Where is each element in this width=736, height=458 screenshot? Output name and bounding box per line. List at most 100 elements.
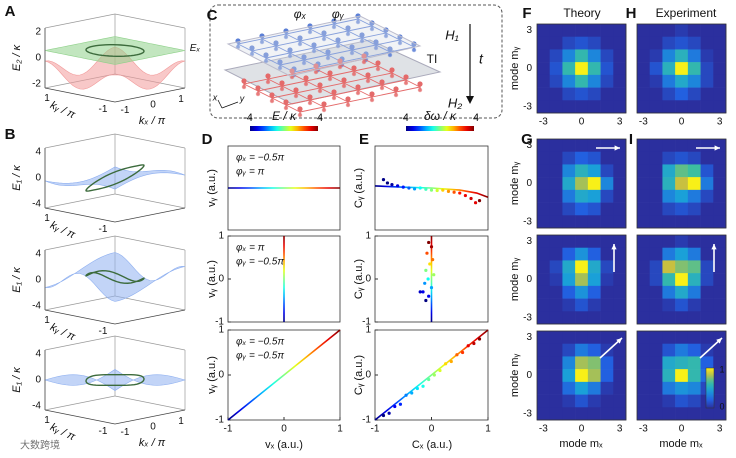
lattice-node (345, 25, 351, 31)
heatmap-cell (675, 87, 689, 101)
heatmap-cell (637, 298, 651, 312)
colorbar-label: E / κ (272, 109, 297, 123)
heatmap-cell (700, 36, 714, 50)
y-axis-label: vᵧ (a.u.) (206, 356, 218, 394)
data-point (455, 353, 459, 357)
heatmap-cell (587, 202, 601, 216)
lattice-node (307, 94, 313, 100)
data-point (473, 201, 478, 205)
y-tick-label: -1 (215, 317, 224, 328)
kx-tick-label: -1 (121, 427, 130, 438)
heatmap-cell (649, 100, 663, 114)
heatmap-cell (649, 311, 663, 325)
box-edge (114, 193, 186, 209)
heatmap-cell (613, 273, 627, 287)
panel-letter: H (626, 5, 637, 22)
heatmap-cell (637, 202, 651, 216)
heatmap-cell (637, 235, 651, 249)
heatmap-cell (537, 381, 551, 395)
heatmap-cell (613, 394, 627, 408)
x-tick-label: -3 (639, 424, 648, 435)
box-edge (44, 13, 116, 29)
heatmap-cell (675, 177, 689, 191)
box-edge (114, 207, 186, 223)
colorbar (250, 126, 318, 131)
y-tick-label: 0 (526, 63, 532, 74)
heatmap-cell (687, 151, 701, 165)
lattice-node (387, 46, 393, 52)
data-point (418, 186, 422, 190)
data-point (424, 268, 428, 272)
z-axis-label: E₂ / κ (11, 44, 23, 71)
lattice-node (265, 79, 271, 85)
lattice-node (279, 80, 285, 86)
x-tick-label: 0 (281, 424, 287, 435)
heatmap-cell (587, 343, 601, 357)
y-tick-label: 0 (526, 178, 532, 189)
data-point (477, 199, 482, 203)
ky-tick-label: 1 (44, 315, 50, 326)
heatmap-cell (662, 260, 676, 274)
y-axis-label: Cᵧ (a.u.) (353, 355, 365, 395)
heatmap-cell (613, 381, 627, 395)
heatmap-cell (713, 273, 727, 287)
y-tick-label: 3 (526, 25, 532, 36)
x-tick-label: 3 (717, 117, 723, 128)
heatmap-cell (675, 260, 689, 274)
lattice-node (293, 93, 299, 99)
ky-tick-label: -1 (99, 326, 108, 337)
heatmap-cell (649, 139, 663, 153)
heatmap-cell (713, 394, 727, 408)
heatmap-cell (587, 273, 601, 287)
heatmap-cell (549, 331, 563, 345)
heatmap-cell (537, 311, 551, 325)
lattice-bond (251, 25, 373, 52)
contour-curve (85, 44, 145, 57)
heatmap-cell (613, 215, 627, 229)
heatmap-cell (613, 24, 627, 38)
z-axis-label: E₁ / κ (11, 367, 23, 393)
heatmap-cell (713, 298, 727, 312)
heatmap-cell (587, 260, 601, 274)
heatmap-cell (662, 24, 676, 38)
heatmap-cell (600, 36, 614, 50)
heatmap-cell (700, 87, 714, 101)
heatmap-cell (713, 247, 727, 261)
heatmap-cell (687, 177, 701, 191)
heatmap-cell (562, 343, 576, 357)
lattice-node (265, 73, 271, 79)
shift-arrow-head (716, 338, 722, 344)
lattice-bond (265, 32, 387, 59)
surface (44, 36, 186, 65)
lattice-bond (285, 79, 407, 106)
heatmap-cell (713, 151, 727, 165)
heatmap-cell (600, 235, 614, 249)
x-tick-label: 0 (429, 424, 435, 435)
heatmap-cell (549, 36, 563, 50)
heatmap-cell (613, 202, 627, 216)
z-tick-label: 0 (35, 173, 41, 184)
data-point (381, 413, 386, 418)
lattice-node (311, 42, 317, 48)
lattice-bond (271, 72, 393, 99)
data-point (472, 341, 476, 346)
lattice-node (375, 60, 381, 66)
heatmap-cell (662, 139, 676, 153)
x-tick-label: -3 (539, 117, 548, 128)
lattice-node (297, 112, 303, 118)
heatmap-cell (687, 407, 701, 421)
phase-label: φᵧ (332, 7, 345, 21)
lattice-node (335, 43, 341, 49)
data-point (460, 350, 465, 355)
heatmap-cell (713, 36, 727, 50)
parameter-annotation: φₓ = −0.5π (236, 153, 284, 164)
heatmap-cell (713, 381, 727, 395)
lattice-node (327, 76, 333, 82)
lattice-node (307, 100, 313, 106)
heatmap-cell (700, 62, 714, 76)
heatmap-cell (662, 177, 676, 191)
lattice-node (317, 82, 323, 88)
x-tick-label: 3 (617, 117, 623, 128)
heatmap-cell (662, 74, 676, 88)
data-point (429, 245, 434, 249)
